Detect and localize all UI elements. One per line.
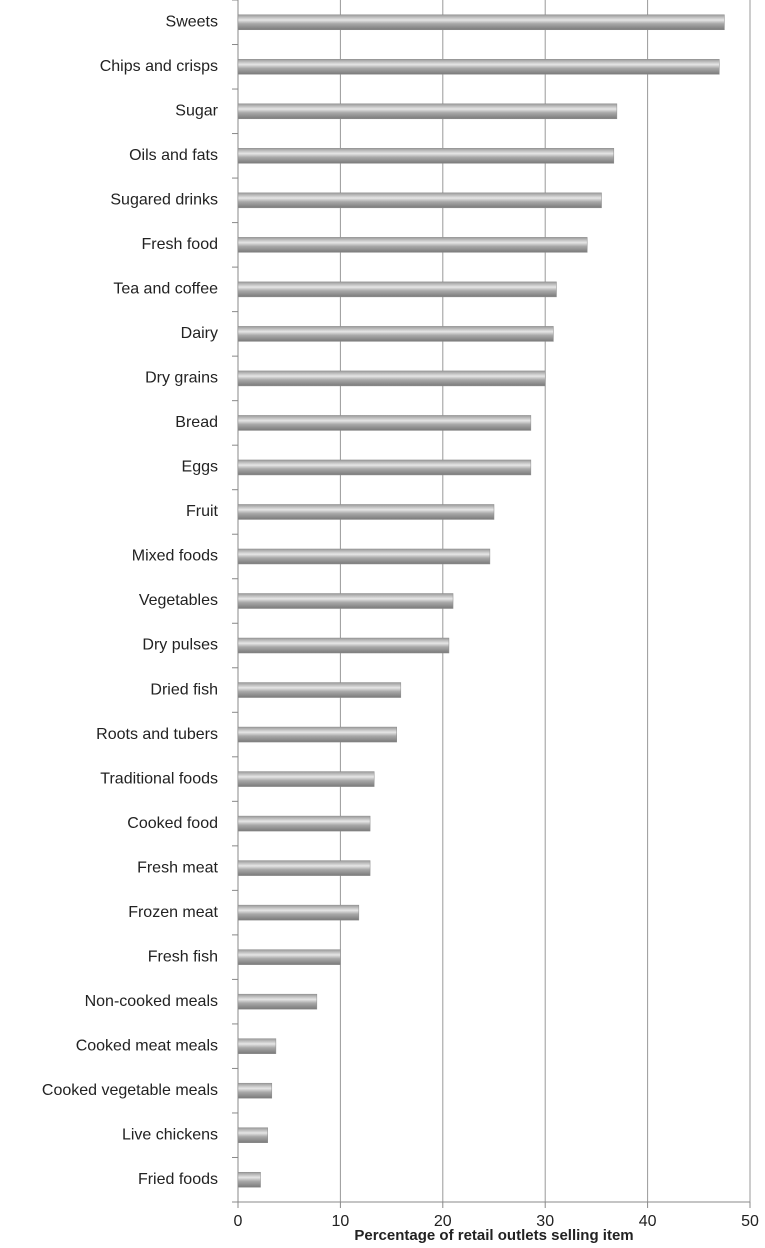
- bar: [237, 993, 318, 1010]
- y-tick-label: Fresh meat: [137, 859, 218, 876]
- bar: [237, 1038, 277, 1054]
- bar: [237, 370, 546, 387]
- y-tick-label: Frozen meat: [128, 904, 218, 921]
- y-tick-label: Fried foods: [138, 1171, 218, 1188]
- bar: [237, 504, 495, 520]
- bar: [237, 771, 375, 787]
- x-tick-label: 30: [536, 1213, 554, 1230]
- x-tick-label: 50: [741, 1213, 759, 1230]
- x-tick-label: 0: [234, 1213, 243, 1230]
- bar: [237, 593, 454, 609]
- y-tick-label: Mixed foods: [132, 548, 218, 565]
- y-tick-label: Oils and fats: [129, 147, 218, 164]
- y-tick-label: Tea and coffee: [113, 281, 218, 298]
- bar: [237, 904, 360, 921]
- bar: [237, 237, 588, 253]
- bar: [237, 192, 602, 209]
- bar: [237, 637, 450, 654]
- y-tick-label: Cooked meat meals: [76, 1037, 218, 1054]
- x-tick-label: 10: [332, 1213, 350, 1230]
- bar: [237, 1127, 268, 1143]
- y-tick-label: Eggs: [182, 459, 218, 476]
- y-tick-label: Live chickens: [122, 1126, 218, 1143]
- bar: [237, 148, 615, 164]
- y-tick-label: Bread: [175, 414, 218, 431]
- x-tick-label: 40: [639, 1213, 657, 1230]
- y-tick-label: Traditional foods: [100, 770, 218, 787]
- bar: [237, 103, 618, 120]
- y-tick-label: Cooked vegetable meals: [42, 1082, 218, 1099]
- y-tick-label: Sugared drinks: [110, 192, 218, 209]
- bar: [237, 815, 371, 832]
- y-tick-label: Fresh fish: [148, 948, 218, 965]
- bar: [237, 949, 341, 965]
- y-tick-label: Fresh food: [142, 236, 218, 253]
- y-tick-label: Dairy: [181, 325, 218, 342]
- bar: [237, 1171, 261, 1188]
- y-tick-label: Dry grains: [145, 370, 218, 387]
- y-tick-label: Cooked food: [127, 815, 218, 832]
- y-tick-label: Sugar: [175, 103, 218, 120]
- y-tick-label: Fruit: [186, 503, 219, 520]
- bar: [237, 682, 402, 698]
- y-tick-label: Sweets: [166, 13, 218, 30]
- y-tick-label: Roots and tubers: [96, 726, 218, 743]
- bar: [237, 860, 371, 876]
- bar: [237, 548, 491, 565]
- y-tick-label: Vegetables: [139, 592, 218, 609]
- bar: [237, 59, 720, 75]
- y-tick-label: Dried fish: [150, 681, 218, 698]
- bar: [237, 415, 532, 431]
- bar: [237, 459, 532, 476]
- x-axis-title: Percentage of retail outlets selling ite…: [354, 1227, 633, 1244]
- bar: [237, 726, 397, 743]
- y-tick-label: Non-cooked meals: [85, 993, 218, 1010]
- x-tick-label: 20: [434, 1213, 452, 1230]
- y-tick-label: Dry pulses: [142, 637, 218, 654]
- bar: [237, 1082, 273, 1099]
- y-tick-label: Chips and crisps: [100, 58, 218, 75]
- bar: [237, 281, 557, 298]
- bar: [237, 326, 554, 342]
- bar: [237, 14, 725, 31]
